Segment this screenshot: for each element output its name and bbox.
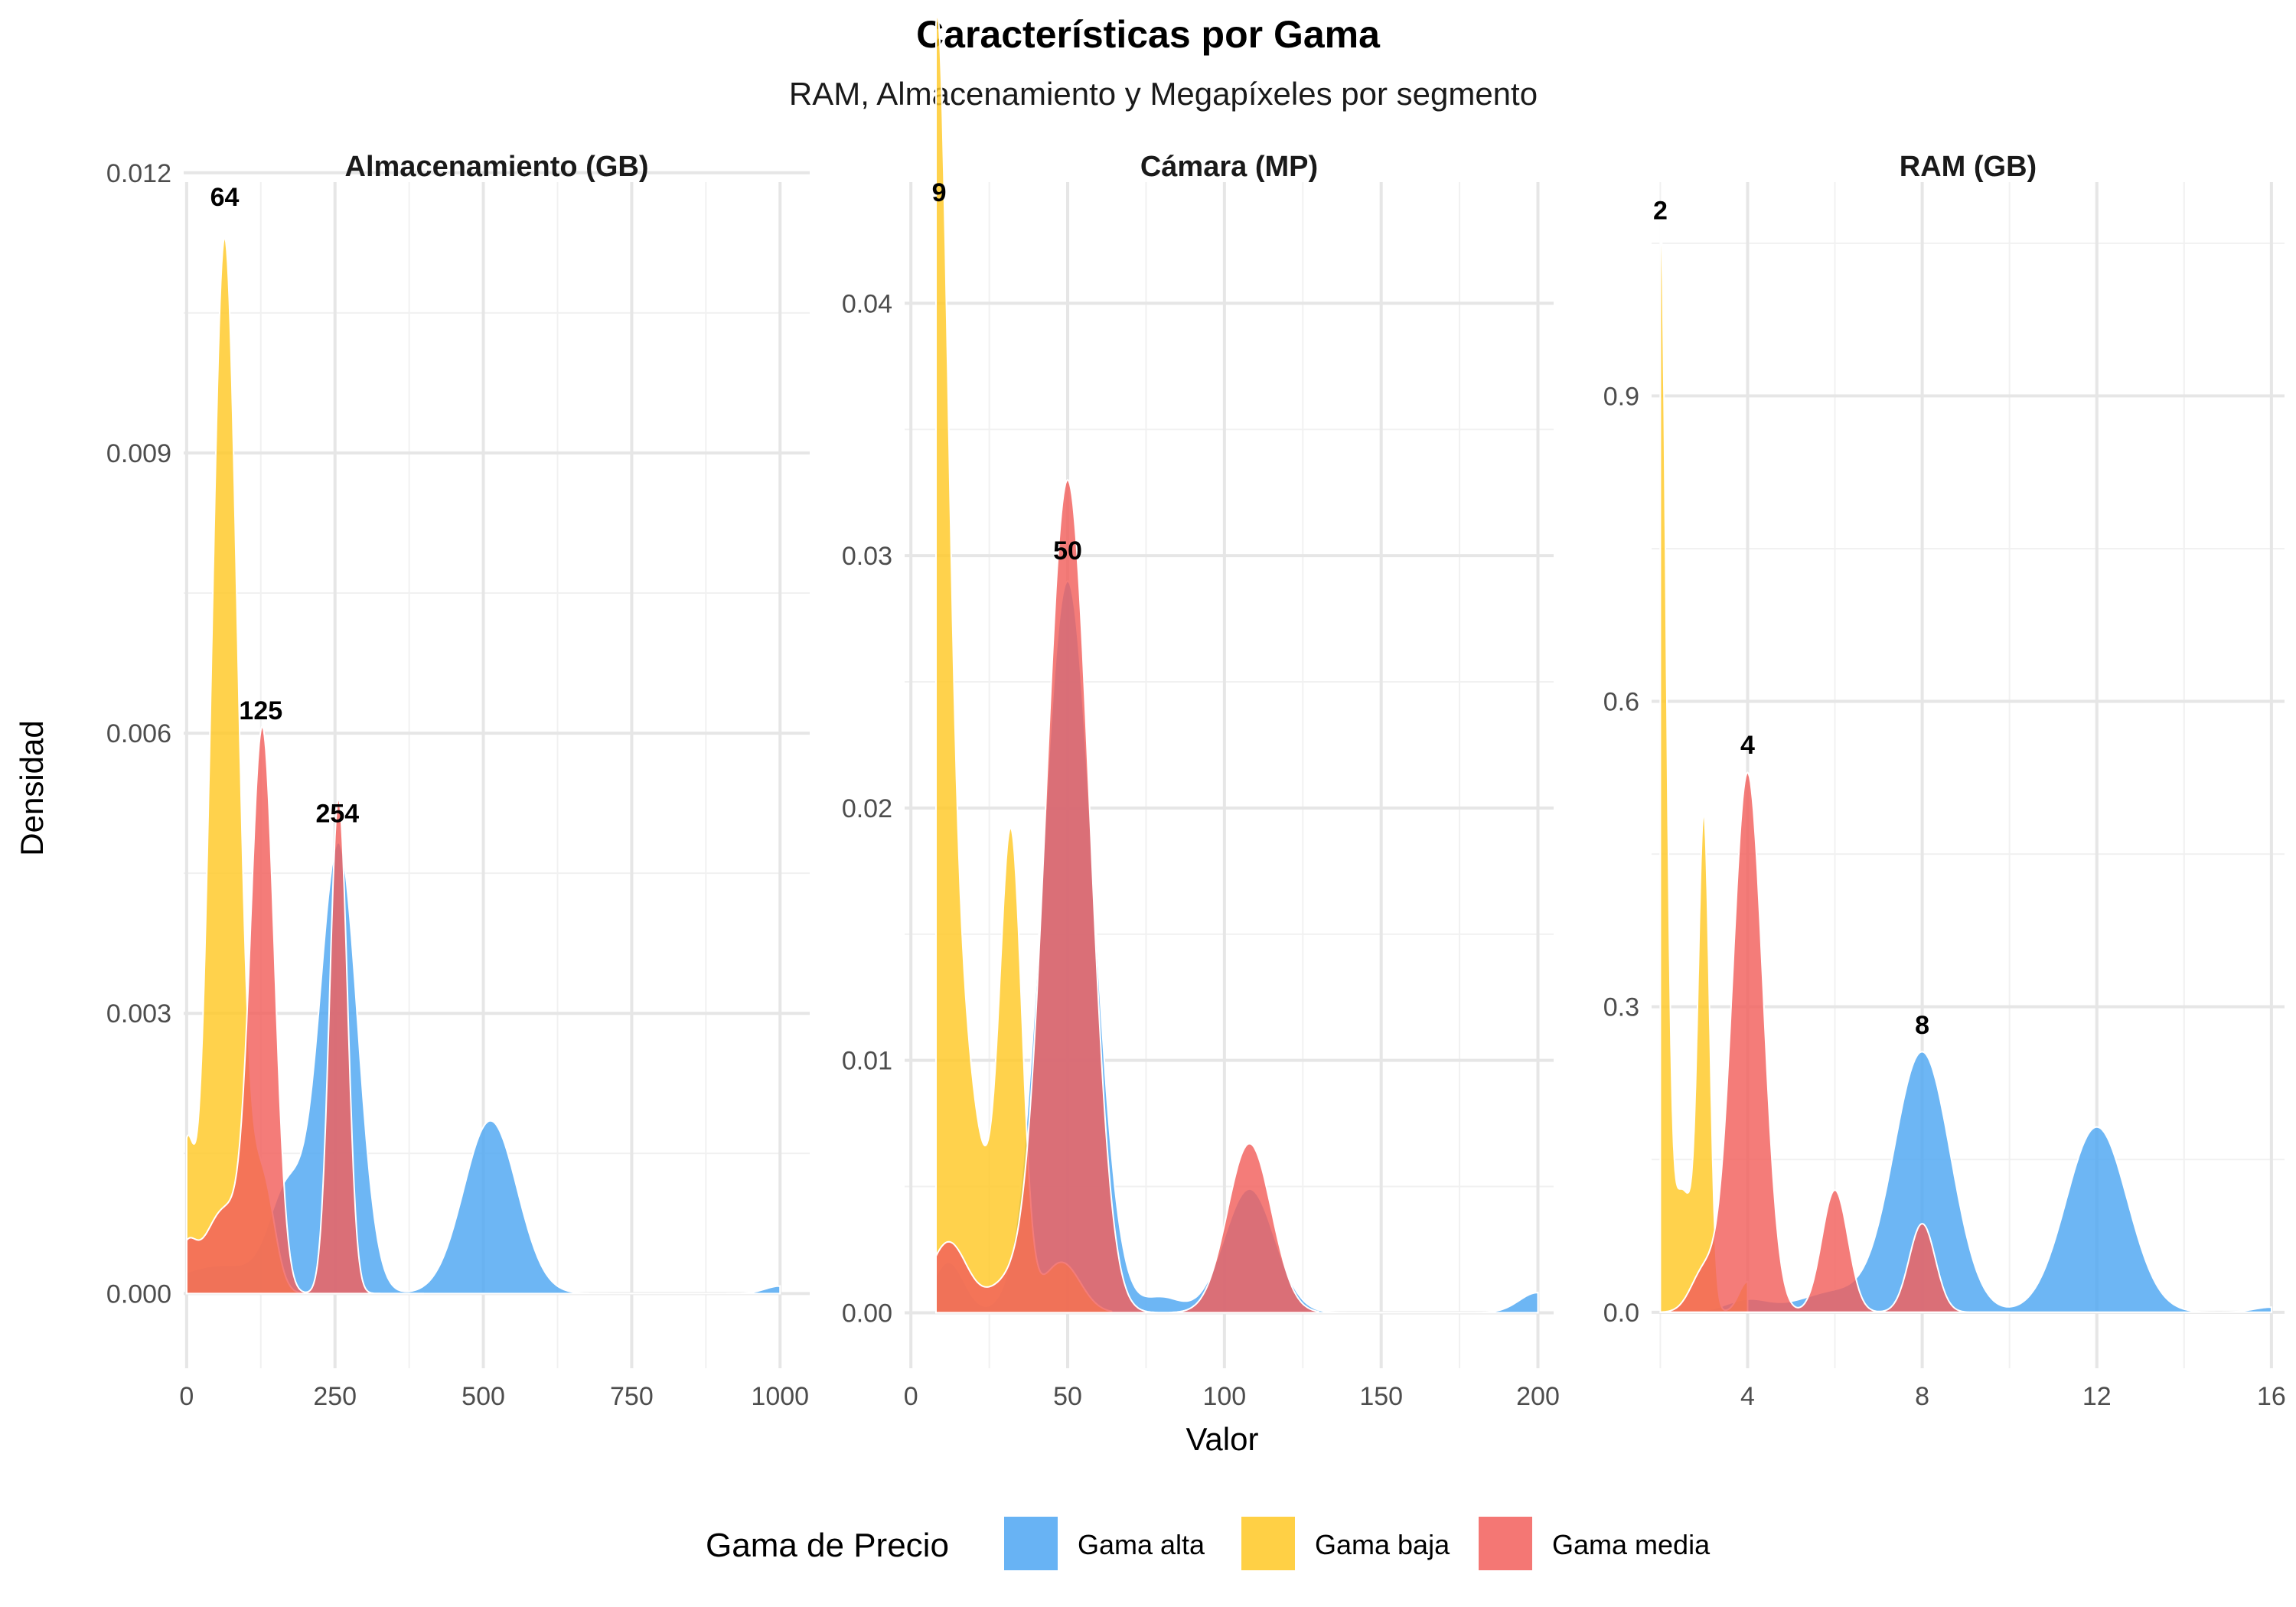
facet-title: Almacenamiento (GB) bbox=[345, 151, 649, 183]
legend-swatch-gama-baja bbox=[1241, 1517, 1295, 1570]
y-tick-label: 0.003 bbox=[106, 999, 171, 1028]
y-tick-label: 0.006 bbox=[106, 719, 171, 748]
y-tick-label: 0.012 bbox=[106, 159, 171, 188]
legend-label-gama-media: Gama media bbox=[1552, 1529, 1711, 1560]
y-tick-label: 0.04 bbox=[842, 289, 892, 318]
y-tick-label: 0.6 bbox=[1603, 688, 1639, 717]
x-tick-label: 16 bbox=[2257, 1382, 2286, 1411]
density-gama-media bbox=[1659, 771, 2010, 1313]
y-tick-label: 0.02 bbox=[842, 794, 892, 823]
peak-label: 9 bbox=[932, 178, 947, 207]
y-tick-label: 0.3 bbox=[1603, 993, 1639, 1022]
chart-title: Características por Gama bbox=[916, 13, 1381, 56]
x-tick-label: 250 bbox=[313, 1382, 357, 1411]
x-tick-label: 0 bbox=[904, 1382, 918, 1411]
y-tick-label: 0.0 bbox=[1603, 1299, 1639, 1328]
x-tick-label: 12 bbox=[2082, 1382, 2112, 1411]
peak-label: 8 bbox=[1915, 1011, 1929, 1040]
density-gama-alta bbox=[1703, 1051, 2272, 1313]
facet-title: RAM (GB) bbox=[1900, 151, 2037, 183]
legend-swatch-gama-alta bbox=[1004, 1517, 1058, 1570]
legend-swatch-gama-media bbox=[1479, 1517, 1532, 1570]
peak-label: 50 bbox=[1053, 536, 1082, 566]
facet-ram-gb: 4 8 12 16 0.0 0.3 0.6 0.9 RAM (GB) 2 4 8 bbox=[1603, 151, 2286, 1411]
peak-label: 4 bbox=[1740, 731, 1755, 760]
facet-almacenamiento-gb: 0 250 500 750 1000 0.000 0.003 0.006 0.009 0.012 A… bbox=[106, 151, 810, 1411]
density-gama-media bbox=[185, 725, 424, 1295]
x-tick-label: 0 bbox=[179, 1382, 194, 1411]
y-tick-label: 0.00 bbox=[842, 1299, 892, 1328]
x-tick-label: 100 bbox=[1202, 1382, 1246, 1411]
x-tick-label: 200 bbox=[1516, 1382, 1560, 1411]
x-tick-label: 50 bbox=[1053, 1382, 1082, 1411]
x-tick-label: 150 bbox=[1359, 1382, 1403, 1411]
legend: Gama de Precio Gama alta Gama baja Gama me… bbox=[706, 1517, 1711, 1570]
y-axis-label: Densidad bbox=[14, 720, 50, 856]
y-tick-label: 0.01 bbox=[842, 1047, 892, 1076]
x-axis-label: Valor bbox=[1186, 1421, 1259, 1457]
facet-camara-mp: 0 50 100 150 200 0.00 0.01 0.02 0.03 0.04 Cámara (… bbox=[842, 13, 1560, 1411]
y-tick-label: 0.9 bbox=[1603, 382, 1639, 411]
peak-label: 254 bbox=[315, 799, 359, 828]
y-tick-label: 0.03 bbox=[842, 542, 892, 571]
legend-title: Gama de Precio bbox=[706, 1527, 949, 1564]
legend-label-gama-baja: Gama baja bbox=[1315, 1529, 1450, 1560]
peak-label: 125 bbox=[239, 696, 282, 725]
chart-subtitle: RAM, Almacenamiento y Megapíxeles por se… bbox=[789, 76, 1538, 112]
x-tick-label: 750 bbox=[610, 1382, 654, 1411]
density-gama-media bbox=[935, 478, 1319, 1314]
x-tick-label: 500 bbox=[461, 1382, 505, 1411]
x-tick-label: 4 bbox=[1740, 1382, 1755, 1411]
y-tick-label: 0.000 bbox=[106, 1279, 171, 1309]
peak-label: 2 bbox=[1653, 197, 1668, 226]
facet-title: Cámara (MP) bbox=[1140, 151, 1318, 183]
x-tick-label: 1000 bbox=[751, 1382, 809, 1411]
peak-label: 64 bbox=[210, 183, 240, 212]
x-tick-label: 8 bbox=[1915, 1382, 1929, 1411]
y-tick-label: 0.009 bbox=[106, 439, 171, 468]
legend-label-gama-alta: Gama alta bbox=[1078, 1529, 1205, 1560]
